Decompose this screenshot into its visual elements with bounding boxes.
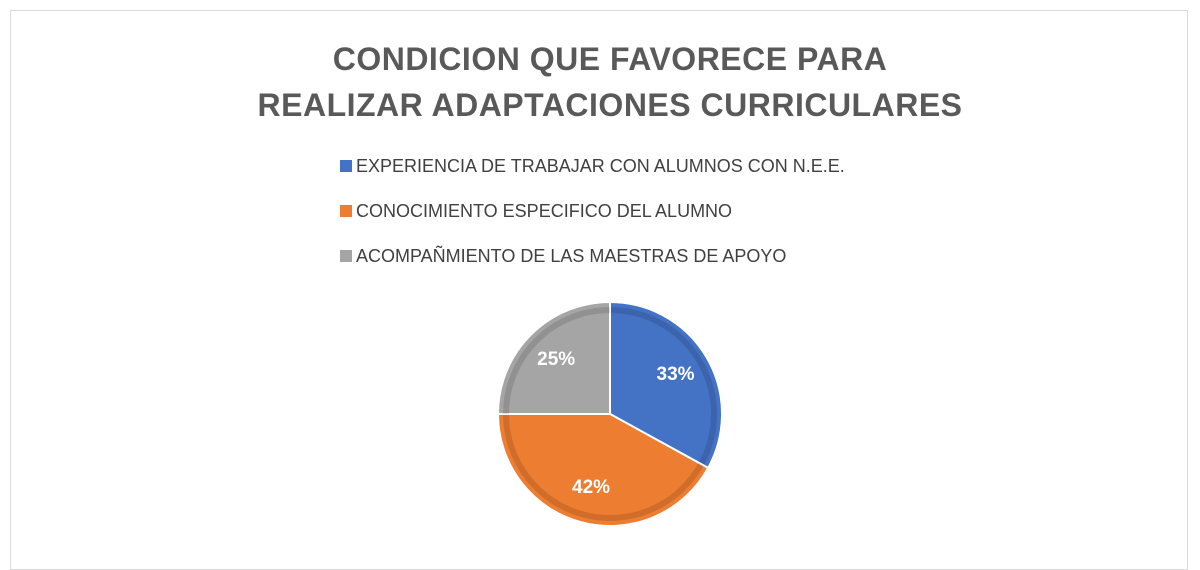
pie-chart: 33% 42% 25%: [496, 300, 723, 527]
legend-item: EXPERIENCIA DE TRABAJAR CON ALUMNOS CON …: [340, 154, 845, 199]
slice-bevel: [503, 413, 704, 521]
data-label: 25%: [537, 349, 575, 370]
data-label: 33%: [657, 364, 695, 385]
legend: EXPERIENCIA DE TRABAJAR CON ALUMNOS CON …: [340, 154, 845, 289]
data-label: 42%: [572, 477, 610, 498]
chart-title: CONDICION QUE FAVORECE PARA REALIZAR ADA…: [257, 41, 963, 123]
legend-label: ACOMPAÑMIENTO DE LAS MAESTRAS DE APOYO: [356, 246, 787, 266]
pie-slice: [496, 300, 611, 415]
pie-slice: [609, 300, 723, 470]
legend-item: CONOCIMIENTO ESPECIFICO DEL ALUMNO: [340, 199, 845, 244]
slice-bevel: [503, 307, 611, 415]
legend-swatch: [340, 160, 352, 172]
legend-label: CONOCIMIENTO ESPECIFICO DEL ALUMNO: [356, 201, 733, 221]
legend-label: EXPERIENCIA DE TRABAJAR CON ALUMNOS CON …: [356, 156, 845, 176]
slice-bevel: [609, 307, 717, 466]
legend-swatch: [340, 205, 352, 217]
legend-swatch: [340, 250, 352, 262]
page: CONDICION QUE FAVORECE PARA REALIZAR ADA…: [10, 10, 1188, 570]
pie-slice: [496, 413, 710, 527]
legend-item: ACOMPAÑMIENTO DE LAS MAESTRAS DE APOYO: [340, 244, 845, 289]
